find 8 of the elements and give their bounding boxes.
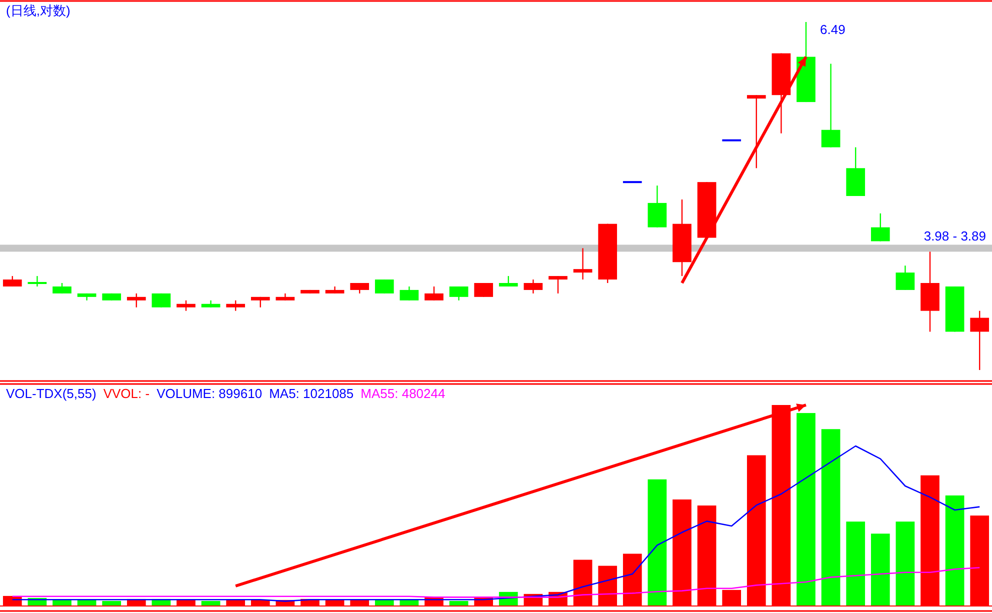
title: (日线,对数) xyxy=(6,3,70,18)
title: VOL-TDX(5,55) xyxy=(6,386,96,401)
series-name: MA55: 480244 xyxy=(360,386,446,401)
band-label: 3.98 - 3.89 xyxy=(924,228,986,244)
annotation: 6.49 xyxy=(820,22,846,37)
series-name: MA5: 1021085 xyxy=(269,386,354,401)
annotation: VVOL: - xyxy=(103,386,150,401)
annotation: VOLUME: 899610 xyxy=(156,386,262,401)
